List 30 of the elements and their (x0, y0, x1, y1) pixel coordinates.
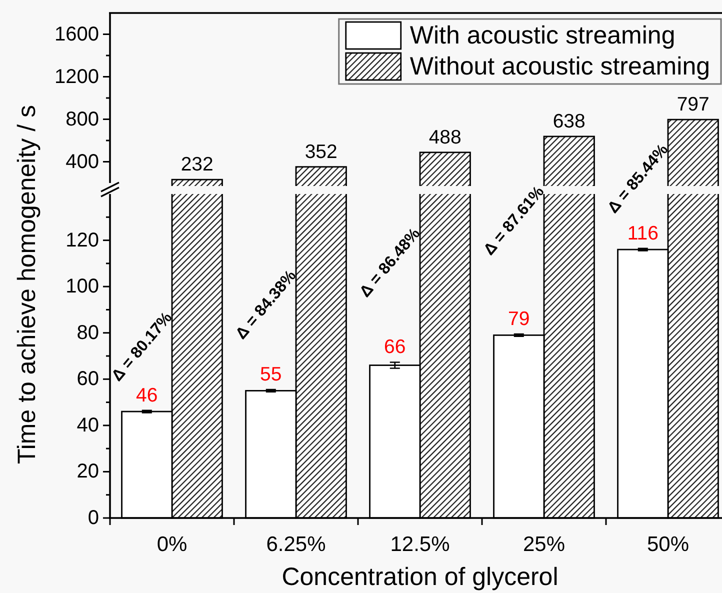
y-tick-label: 100 (66, 276, 99, 298)
data-label: 352 (304, 140, 338, 163)
x-tick-label: 50% (646, 533, 690, 556)
data-label: 46 (136, 384, 158, 406)
y-tick-label: 20 (76, 460, 99, 483)
data-label: 232 (180, 154, 214, 176)
data-label: 797 (676, 94, 710, 116)
data-label: 66 (384, 336, 406, 358)
x-tick-label: 0% (156, 533, 188, 556)
y-axis-title: Time to achieve homogeneity / s (13, 105, 41, 464)
x-tick-label: 12.5% (390, 533, 450, 556)
data-label: 488 (428, 126, 462, 148)
y-tick-label: 40 (76, 414, 99, 436)
x-tick-label: 6.25% (266, 533, 326, 556)
x-axis-title: Concentration of glycerol (282, 563, 558, 591)
y-tick-label: 400 (66, 150, 99, 173)
y-tick-label: 0 (88, 507, 99, 529)
data-label: 55 (260, 364, 282, 386)
y-tick-label: 120 (66, 229, 99, 252)
y-tick-label: 800 (66, 108, 99, 130)
y-tick-label: 1600 (54, 23, 99, 46)
legend-label: Without acoustic streaming (410, 52, 710, 80)
data-label: 79 (508, 308, 530, 330)
data-label: 116 (627, 222, 658, 244)
y-tick-label: 1200 (54, 66, 99, 88)
data-label: 638 (552, 110, 586, 132)
legend-label: With acoustic streaming (410, 22, 676, 50)
x-tick-label: 25% (522, 533, 566, 556)
y-tick-label: 80 (76, 322, 99, 344)
y-tick-label: 60 (76, 368, 99, 390)
